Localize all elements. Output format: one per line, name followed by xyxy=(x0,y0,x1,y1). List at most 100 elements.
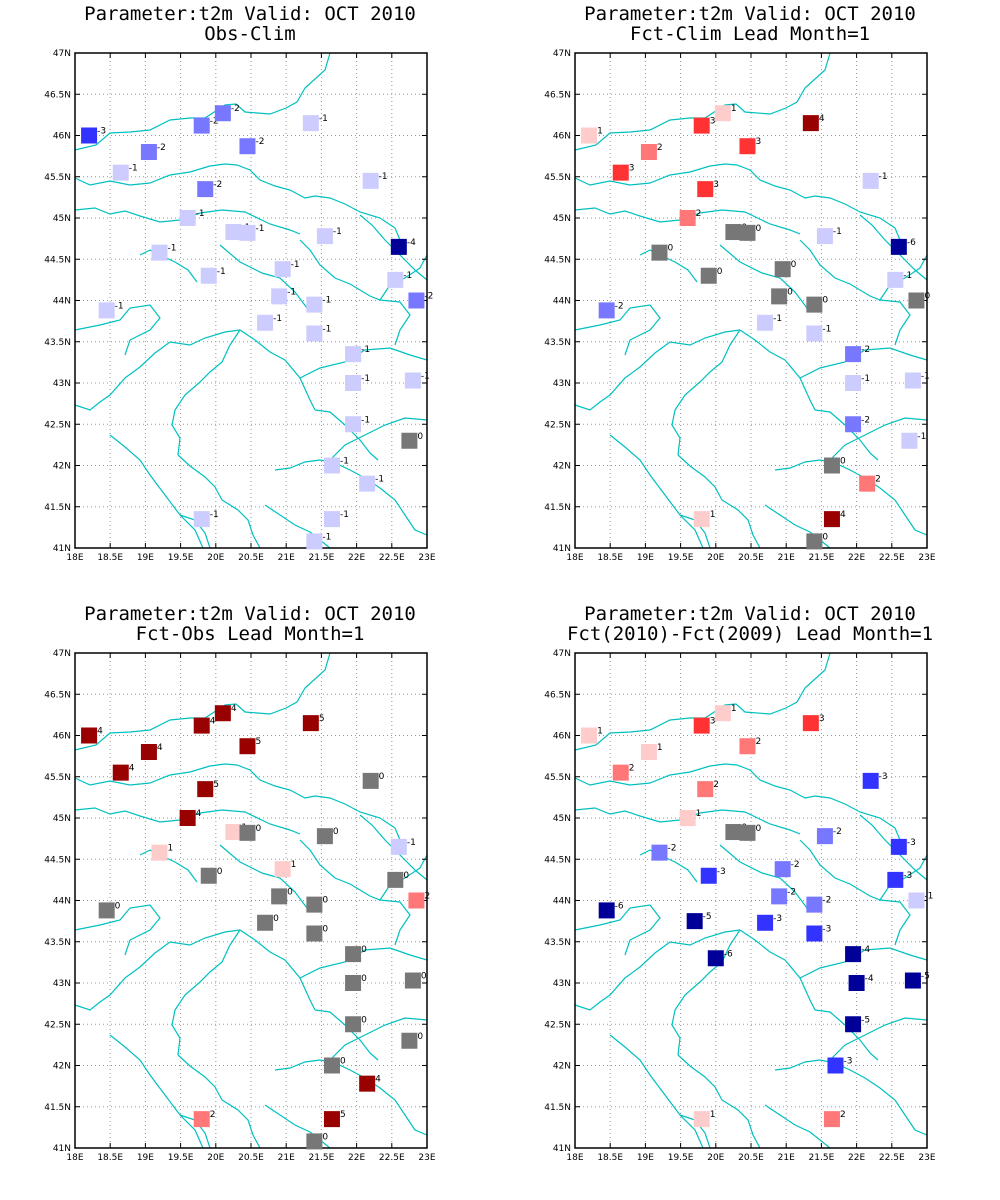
coastline-path xyxy=(74,163,401,241)
station-value-label: -1 xyxy=(361,345,370,355)
station-value-label: -6 xyxy=(615,901,624,911)
lon-tick-label: 21E xyxy=(778,1153,795,1163)
station-value-label: 4 xyxy=(97,727,103,737)
panel-obs-clim: Parameter:t2m Valid: OCT 2010 Obs-Clim 1… xyxy=(0,0,500,600)
station-marker xyxy=(98,902,115,919)
coastline-path xyxy=(574,904,661,956)
map-fct-diff: 18E 18.5E 19E 19.5E 20E 20.5E 21E 21.5E 22E 22.5E… xyxy=(544,649,936,1163)
station-marker xyxy=(239,738,256,755)
station-marker xyxy=(193,717,210,734)
coastline-path xyxy=(719,844,811,913)
station-value-label: -1 xyxy=(861,374,870,384)
station-marker xyxy=(774,861,791,878)
station-marker xyxy=(81,727,98,744)
coastline-path xyxy=(574,329,741,411)
lon-tick-label: 21E xyxy=(778,553,795,563)
station-value-label: -1 xyxy=(773,314,782,324)
station-marker xyxy=(274,861,291,878)
station-value-label: -1 xyxy=(921,372,930,382)
coastline-path xyxy=(574,763,901,841)
station-marker xyxy=(845,346,862,363)
station-marker xyxy=(345,946,362,963)
station-value-label: 0 xyxy=(361,974,367,984)
station-marker xyxy=(306,296,323,313)
coastline-path xyxy=(574,163,901,241)
coastline-path xyxy=(814,1009,879,1061)
station-value-label: -1 xyxy=(340,510,349,520)
station-value-label: 0 xyxy=(755,224,761,234)
panel-fct-diff: Parameter:t2m Valid: OCT 2010 Fct(2010)-… xyxy=(500,600,1000,1200)
station-marker xyxy=(816,228,833,245)
station-marker xyxy=(359,475,376,492)
lat-tick-label: 47N xyxy=(53,649,71,659)
lat-tick-label: 44.5N xyxy=(544,255,571,265)
lon-tick-label: 21E xyxy=(278,1153,295,1163)
station-marker xyxy=(679,210,696,226)
station-marker xyxy=(806,296,823,313)
coastline-path xyxy=(239,929,316,1011)
coastline-path xyxy=(314,1009,379,1061)
coastline-path xyxy=(879,254,928,301)
station-value-label: 0 xyxy=(787,287,793,297)
station-marker xyxy=(714,705,731,722)
station-value-label: 0 xyxy=(755,824,761,834)
coastline-path xyxy=(74,904,161,956)
station-marker xyxy=(823,511,840,528)
lon-tick-label: 20.5E xyxy=(738,1153,764,1163)
lon-tick-label: 21.5E xyxy=(809,1153,835,1163)
panel-fct-clim: Parameter:t2m Valid: OCT 2010 Fct-Clim L… xyxy=(500,0,1000,600)
station-value-label: -2 xyxy=(231,104,240,114)
station-value-label: -2 xyxy=(822,896,831,906)
coastline-path xyxy=(74,304,161,356)
station-marker xyxy=(193,1111,210,1128)
coastline-path xyxy=(671,329,741,456)
station-value-label: -1 xyxy=(361,415,370,425)
station-value-label: 1 xyxy=(597,127,603,137)
station-marker xyxy=(848,975,865,991)
station-marker xyxy=(140,144,157,160)
station-value-label: 0 xyxy=(361,945,367,955)
station-value-label: 2 xyxy=(424,892,430,902)
coastline-path xyxy=(299,239,411,346)
station-value-label: -1 xyxy=(917,432,926,442)
coastline-path xyxy=(74,929,241,1011)
coastline-path xyxy=(379,254,428,301)
coastline-path xyxy=(739,329,816,411)
station-marker xyxy=(404,972,421,989)
station-marker xyxy=(81,127,98,144)
lat-tick-label: 43N xyxy=(553,979,571,989)
lat-tick-label: 44.5N xyxy=(44,255,71,265)
station-marker xyxy=(151,244,168,261)
station-value-label: -5 xyxy=(861,1015,870,1025)
station-value-label: 3 xyxy=(710,117,716,127)
station-value-label: -2 xyxy=(791,860,800,870)
coastline-path xyxy=(139,249,198,283)
station-marker xyxy=(887,271,904,288)
lon-tick-label: 18.5E xyxy=(597,1153,623,1163)
coastline-path xyxy=(74,329,241,411)
lat-tick-label: 45.5N xyxy=(44,773,71,783)
station-value-label: -1 xyxy=(407,838,416,848)
station-value-label: 4 xyxy=(157,743,163,753)
station-value-label: -3 xyxy=(879,772,888,782)
station-marker xyxy=(197,781,214,798)
station-value-label: -1 xyxy=(924,892,933,902)
station-value-label: 0 xyxy=(417,1032,423,1042)
lon-tick-label: 18.5E xyxy=(97,1153,123,1163)
station-value-label: -2 xyxy=(210,117,219,127)
station-value-label: -1 xyxy=(903,271,912,281)
station-value-label: 0 xyxy=(217,867,223,877)
station-marker xyxy=(151,844,168,861)
lat-tick-label: 45N xyxy=(553,214,571,224)
lon-tick-label: 19.5E xyxy=(168,553,194,563)
station-marker xyxy=(179,210,196,226)
station-value-label: -2 xyxy=(787,887,796,897)
coastline-path xyxy=(219,844,311,913)
station-marker xyxy=(697,781,714,798)
station-marker xyxy=(359,1075,376,1092)
lon-tick-label: 20.5E xyxy=(738,553,764,563)
coastline-path xyxy=(879,854,928,901)
station-marker xyxy=(387,871,404,888)
map-obs-clim: 18E 18.5E 19E 19.5E 20E 20.5E 21E 21.5E 22E 22.5E… xyxy=(44,49,436,563)
station-marker xyxy=(739,138,756,155)
